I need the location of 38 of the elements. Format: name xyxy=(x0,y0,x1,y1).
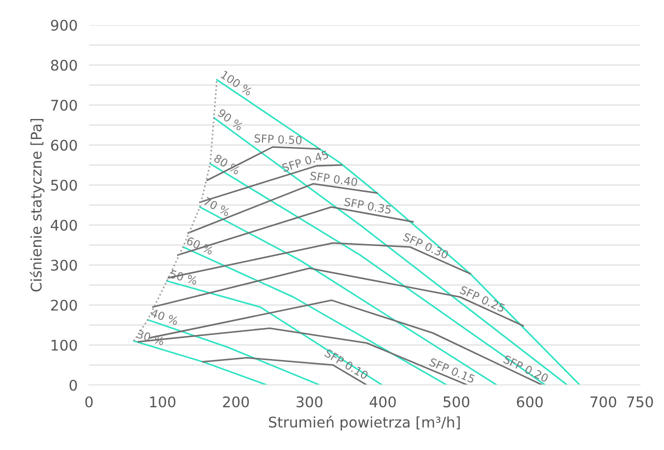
annotation: SFP 0.10 xyxy=(324,348,369,380)
x-tick-label: 300 xyxy=(296,396,322,408)
text: 100 % xyxy=(220,70,253,96)
annotation: SFP 0.50 xyxy=(254,134,302,144)
x-tick-label: 600 xyxy=(516,396,543,408)
x-axis-title: Strumień powietrza [m³/h] xyxy=(268,416,460,430)
annotation: SFP 0.25 xyxy=(459,285,506,312)
text: 80 % xyxy=(213,154,241,175)
annotation: SFP 0.45 xyxy=(282,150,329,172)
x-tick-label: 750 xyxy=(627,396,653,408)
x-tick-label: 700 xyxy=(590,396,616,408)
y-tick-label: 600 xyxy=(51,140,77,151)
text: 30 % xyxy=(136,330,165,346)
text: 70 % xyxy=(203,196,231,217)
y-tick-label: 500 xyxy=(51,180,77,191)
y-tick-label: 800 xyxy=(51,60,77,71)
x-tick-label: 400 xyxy=(370,396,396,408)
text: 40 % xyxy=(150,308,179,326)
annotation: SFP 0.30 xyxy=(402,232,450,260)
annotation: SFP 0.35 xyxy=(344,197,392,214)
y-tick-label: 300 xyxy=(51,260,77,271)
text: 60 % xyxy=(186,236,214,256)
y-tick-label: 100 xyxy=(52,340,77,351)
y-tick-label: 0 xyxy=(70,380,77,391)
annotation: SFP 0.15 xyxy=(428,358,476,384)
x-tick-label: 100 xyxy=(150,396,176,408)
text: 90 % xyxy=(217,108,244,132)
y-tick-label: 200 xyxy=(51,300,77,311)
y-axis-title: Ciśnienie statyczne [Pa] xyxy=(30,118,44,292)
annotation: SFP 0.40 xyxy=(310,171,358,186)
x-tick-label: 0 xyxy=(85,396,93,408)
y-tick-label: 400 xyxy=(50,220,77,231)
x-tick-label: 200 xyxy=(223,396,249,408)
x-tick-label: 500 xyxy=(444,396,470,408)
y-tick-label: 700 xyxy=(51,100,77,111)
annotation: SFP 0.20 xyxy=(502,354,549,383)
text: 50 % xyxy=(170,270,198,285)
y-tick-label: 900 xyxy=(50,20,77,31)
